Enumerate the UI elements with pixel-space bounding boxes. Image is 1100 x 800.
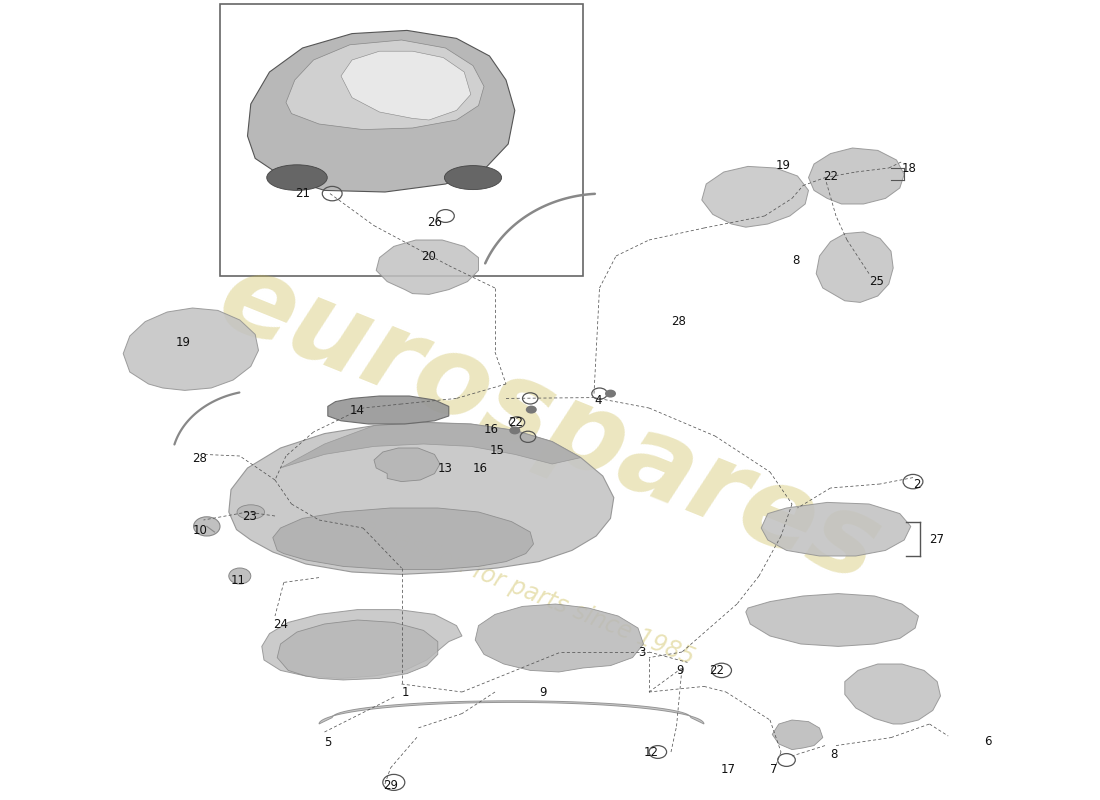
- Text: 9: 9: [539, 686, 547, 698]
- Text: 22: 22: [710, 664, 725, 677]
- Text: 23: 23: [242, 510, 257, 522]
- Polygon shape: [277, 620, 438, 680]
- Text: 2: 2: [913, 478, 921, 490]
- Text: 8: 8: [830, 748, 838, 761]
- Text: 28: 28: [192, 452, 208, 465]
- Polygon shape: [761, 502, 911, 556]
- Polygon shape: [816, 232, 893, 302]
- Text: 28: 28: [671, 315, 686, 328]
- Text: 16: 16: [473, 462, 488, 475]
- Polygon shape: [772, 720, 823, 750]
- Polygon shape: [376, 240, 478, 294]
- Text: 4: 4: [594, 394, 602, 406]
- Text: 13: 13: [438, 462, 453, 474]
- Polygon shape: [702, 166, 808, 227]
- Text: 19: 19: [776, 159, 791, 172]
- Polygon shape: [280, 422, 581, 468]
- Text: 27: 27: [930, 533, 945, 546]
- Text: 3: 3: [638, 646, 646, 658]
- Text: 19: 19: [176, 336, 191, 349]
- Polygon shape: [123, 308, 258, 390]
- Circle shape: [229, 568, 251, 584]
- Polygon shape: [229, 422, 614, 574]
- Polygon shape: [319, 701, 704, 724]
- Text: 5: 5: [324, 736, 332, 749]
- Circle shape: [194, 517, 220, 536]
- Text: 22: 22: [508, 416, 524, 429]
- Text: 24: 24: [273, 618, 288, 630]
- Text: 1: 1: [402, 686, 409, 698]
- Text: 18: 18: [902, 162, 917, 174]
- Text: 21: 21: [295, 187, 310, 200]
- Text: 16: 16: [484, 423, 499, 436]
- Text: 7: 7: [770, 763, 778, 776]
- Text: 12: 12: [644, 746, 659, 758]
- Text: 9: 9: [676, 664, 684, 677]
- Ellipse shape: [266, 165, 328, 190]
- Circle shape: [605, 390, 616, 398]
- Circle shape: [526, 406, 537, 414]
- Polygon shape: [341, 51, 471, 120]
- Text: 29: 29: [383, 779, 398, 792]
- Bar: [220, 4, 583, 276]
- Text: 22: 22: [823, 170, 838, 182]
- Text: 8: 8: [792, 254, 800, 266]
- Text: 25: 25: [869, 275, 884, 288]
- Text: 20: 20: [421, 250, 437, 262]
- Polygon shape: [328, 396, 449, 424]
- Circle shape: [509, 426, 520, 434]
- Polygon shape: [273, 508, 534, 570]
- Polygon shape: [845, 664, 940, 724]
- Polygon shape: [286, 40, 484, 130]
- Ellipse shape: [444, 166, 502, 190]
- Text: a passion for parts since 1985: a passion for parts since 1985: [359, 514, 697, 670]
- Text: 10: 10: [192, 524, 208, 537]
- Polygon shape: [374, 448, 440, 482]
- Polygon shape: [248, 30, 515, 192]
- Polygon shape: [808, 148, 904, 204]
- Polygon shape: [262, 610, 462, 678]
- Text: 11: 11: [231, 574, 246, 586]
- Text: 26: 26: [427, 216, 442, 229]
- Polygon shape: [475, 604, 644, 672]
- Text: 15: 15: [490, 444, 505, 457]
- Text: 14: 14: [350, 404, 365, 417]
- Ellipse shape: [238, 505, 265, 519]
- Polygon shape: [746, 594, 918, 646]
- Text: 6: 6: [984, 735, 992, 748]
- Text: 17: 17: [720, 763, 736, 776]
- Text: eurospares: eurospares: [205, 243, 895, 605]
